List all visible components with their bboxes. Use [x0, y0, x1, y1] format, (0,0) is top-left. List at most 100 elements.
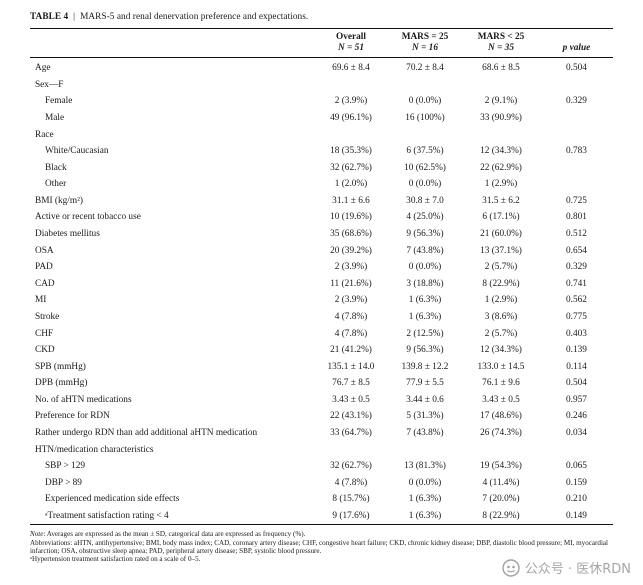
- table-row: HTN/medication characteristics: [30, 441, 613, 458]
- table-body: Age 69.6 ± 8.4 70.2 ± 8.4 68.6 ± 8.5 0.504 Se…: [30, 58, 613, 525]
- cell-marslt25: 17 (48.6%): [480, 411, 522, 422]
- cell-mars25: 1 (6.3%): [408, 494, 442, 505]
- cell-marslt25: 3 (8.6%): [484, 311, 518, 322]
- header-mars25-n: N = 16: [412, 43, 438, 53]
- cell-overall: 31.1 ± 6.6: [332, 195, 370, 206]
- row-label: BMI (kg/m²): [35, 195, 83, 206]
- row-label: Experienced medication side effects: [45, 494, 180, 505]
- cell-p: 0.159: [566, 477, 587, 488]
- cell-mars25: 2 (12.5%): [406, 328, 444, 339]
- data-table: Overall N = 51 MARS = 25 N = 16 MARS < 2…: [30, 29, 613, 524]
- row-label: White/Caucasian: [45, 146, 109, 157]
- cell-mars25: 16 (100%): [405, 113, 445, 124]
- row-label: Active or recent tobacco use: [35, 212, 141, 223]
- cell-overall: 3.43 ± 0.5: [332, 394, 370, 405]
- table-row: Age 69.6 ± 8.4 70.2 ± 8.4 68.6 ± 8.5 0.504: [30, 58, 613, 77]
- row-label: SBP > 129: [45, 461, 86, 472]
- cell-p: 0.783: [566, 146, 587, 157]
- header-mars25: MARS = 25 N = 16: [388, 29, 462, 58]
- table-title: TABLE 4 | MARS-5 and renal denervation pre…: [30, 10, 613, 28]
- cell-mars25: 0 (0.0%): [408, 96, 442, 107]
- watermark-text: 公众号 · 医休RDN: [524, 562, 631, 577]
- cell-p: 0.775: [566, 311, 587, 322]
- row-label: Rather undergo RDN than add additional a…: [35, 428, 258, 438]
- cell-p: 0.114: [566, 361, 587, 372]
- cell-marslt25: 2 (5.7%): [484, 328, 518, 339]
- cell-overall: 69.6 ± 8.4: [332, 63, 370, 74]
- table-row: MI 2 (3.9%) 1 (6.3%) 1 (2.9%) 0.562: [30, 292, 613, 309]
- cell-marslt25: 13 (37.1%): [480, 245, 522, 256]
- table-row: Sex—F: [30, 77, 613, 94]
- table-row: White/Caucasian 18 (35.3%) 6 (37.5%) 12 (34…: [30, 143, 613, 160]
- cell-overall: 32 (62.7%): [330, 162, 372, 173]
- cell-p: 0.246: [566, 411, 587, 422]
- header-overall-name: Overall: [336, 32, 366, 42]
- cell-marslt25: 2 (5.7%): [484, 262, 518, 273]
- cell-marslt25: 8 (22.9%): [482, 510, 520, 521]
- cell-mars25: 3.44 ± 0.6: [406, 394, 444, 405]
- cell-mars25: 1 (6.3%): [408, 295, 442, 306]
- table-number: TABLE 4: [30, 12, 69, 22]
- bottom-rule: [30, 524, 613, 526]
- footnote-line: ᵃHypertension treatment satisfaction rat…: [30, 555, 201, 564]
- cell-mars25: 0 (0.0%): [408, 262, 442, 273]
- table-row: Active or recent tobacco use 10 (19.6%) 4 …: [30, 209, 613, 226]
- cell-mars25: 3 (18.8%): [406, 278, 444, 289]
- cell-overall: 2 (3.9%): [334, 262, 368, 273]
- cell-overall: [314, 77, 388, 94]
- cell-mars25: 6 (37.5%): [406, 146, 444, 157]
- cell-marslt25: 3.43 ± 0.5: [482, 394, 520, 405]
- cell-marslt25: 7 (20.0%): [482, 494, 520, 505]
- cell-marslt25: 76.1 ± 9.6: [482, 378, 520, 389]
- cell-mars25: 30.8 ± 7.0: [406, 195, 444, 206]
- cell-p: 0.957: [566, 394, 587, 405]
- cell-overall: 11 (21.6%): [330, 278, 372, 289]
- cell-marslt25: [462, 441, 540, 458]
- cell-marslt25: 12 (34.3%): [480, 345, 522, 356]
- note-label: Note: [30, 530, 44, 539]
- cell-overall: 49 (96.1%): [330, 113, 372, 124]
- table-row: Male 49 (96.1%) 16 (100%) 33 (90.9%): [30, 110, 613, 127]
- row-label: Preference for RDN: [35, 411, 110, 422]
- table-row: Black 32 (62.7%) 10 (62.5%) 22 (62.9%): [30, 159, 613, 176]
- table-row: DBP > 89 4 (7.8%) 0 (0.0%) 4 (11.4%) 0.159: [30, 474, 613, 491]
- table-row: Preference for RDN 22 (43.1%) 5 (31.3%) 17 …: [30, 408, 613, 425]
- cell-marslt25: 4 (11.4%): [482, 477, 520, 488]
- cell-marslt25: 133.0 ± 14.5: [477, 361, 525, 372]
- cell-marslt25: 8 (22.9%): [482, 278, 520, 289]
- row-label: No. of aHTN medications: [35, 394, 132, 405]
- cell-overall: [314, 126, 388, 143]
- row-label: ᵃTreatment satisfaction rating < 4: [45, 510, 169, 521]
- row-label: PAD: [35, 262, 53, 273]
- table-row: ᵃTreatment satisfaction rating < 4 9 (17.…: [30, 508, 613, 525]
- cell-marslt25: 1 (2.9%): [484, 295, 518, 306]
- cell-mars25: 1 (6.3%): [408, 510, 442, 521]
- cell-overall: 10 (19.6%): [330, 212, 372, 223]
- cell-mars25: 9 (56.3%): [406, 345, 444, 356]
- cell-overall: 21 (41.2%): [330, 345, 372, 356]
- cell-p: 0.139: [566, 345, 587, 356]
- cell-overall: 18 (35.3%): [330, 146, 372, 157]
- cell-marslt25: 2 (9.1%): [484, 96, 518, 107]
- header-marslt25: MARS < 25 N = 35: [462, 29, 540, 58]
- table-row: CHF 4 (7.8%) 2 (12.5%) 2 (5.7%) 0.403: [30, 325, 613, 342]
- cell-mars25: [388, 126, 462, 143]
- cell-p: [540, 77, 613, 94]
- table-row: Female 2 (3.9%) 0 (0.0%) 2 (9.1%) 0.329: [30, 93, 613, 110]
- cell-overall: 9 (17.6%): [332, 510, 370, 521]
- row-label: Age: [35, 63, 51, 74]
- row-label: MI: [35, 295, 47, 306]
- cell-overall: 1 (2.0%): [334, 179, 368, 190]
- row-label: DPB (mmHg): [35, 378, 88, 389]
- cell-p: 0.741: [566, 278, 587, 289]
- row-label: Stroke: [35, 311, 60, 322]
- header-label-col: [30, 29, 314, 58]
- cell-overall: 22 (43.1%): [330, 411, 372, 422]
- row-label: Female: [45, 96, 73, 107]
- cell-marslt25: 31.5 ± 6.2: [482, 195, 520, 206]
- cell-marslt25: 6 (17.1%): [482, 212, 520, 223]
- row-label: CKD: [35, 345, 55, 356]
- cell-overall: 135.1 ± 14.0: [327, 361, 375, 372]
- cell-p: 0.149: [566, 510, 587, 521]
- cell-mars25: 0 (0.0%): [408, 179, 442, 190]
